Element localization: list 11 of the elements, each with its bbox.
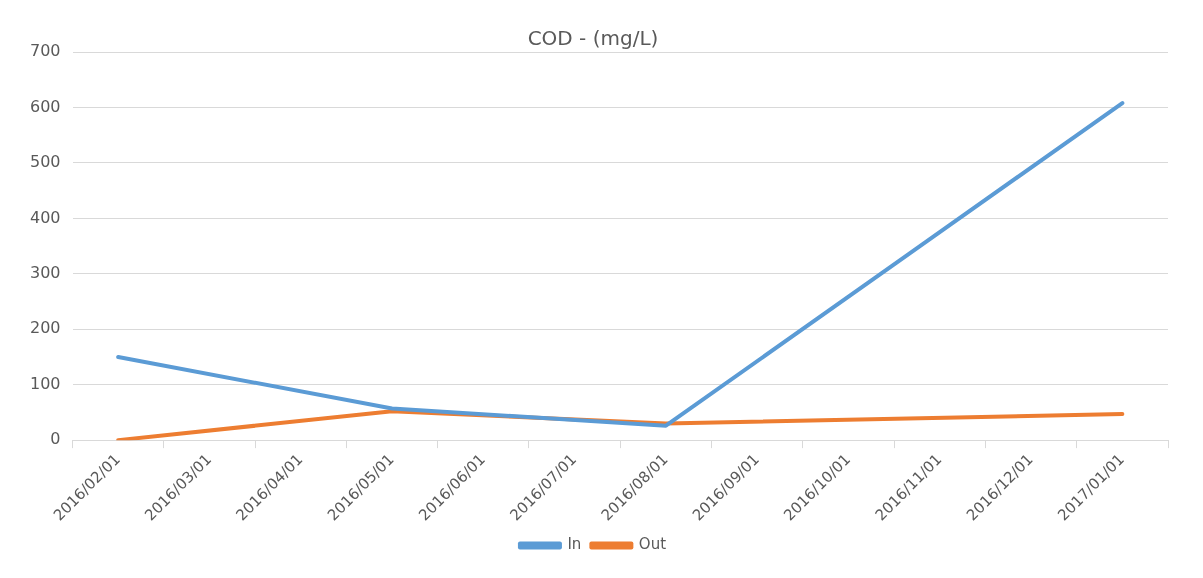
y-tick-label: 100 xyxy=(29,373,61,393)
y-tick-label: 500 xyxy=(29,152,61,172)
legend-label: In xyxy=(567,535,582,554)
y-tick-label: 200 xyxy=(29,318,61,338)
y-tick-label: 400 xyxy=(29,207,61,227)
chart-title: COD - (mg/L) xyxy=(527,26,659,51)
legend-label: Out xyxy=(638,535,667,554)
y-tick-label: 300 xyxy=(29,262,61,282)
y-tick-label: 600 xyxy=(29,96,61,116)
y-tick-label: 700 xyxy=(29,41,61,61)
y-tick-label: 0 xyxy=(50,429,61,449)
